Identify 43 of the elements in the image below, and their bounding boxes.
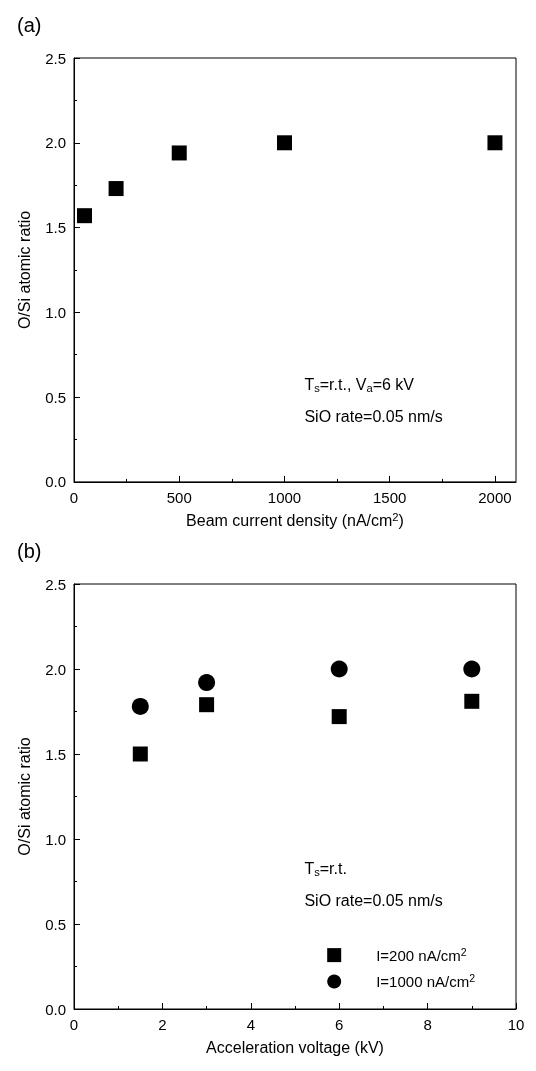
x-tick-label: 2 xyxy=(158,1016,167,1033)
y-tick-label: 2.0 xyxy=(45,134,66,152)
point xyxy=(276,135,292,151)
point xyxy=(77,208,93,224)
y-tick-label: 0.5 xyxy=(45,388,66,406)
y-tick-label: 2.0 xyxy=(45,660,66,678)
y-tick-label: 1.5 xyxy=(45,745,66,763)
y-axis-title: O/Si atomic ratio xyxy=(15,210,33,330)
x-tick-label: 1500 xyxy=(373,488,407,506)
y-tick-label: 2.5 xyxy=(45,49,66,67)
x-axis-title: Acceleration voltage (kV) xyxy=(206,1038,384,1056)
y-tick-label: 0.0 xyxy=(45,1000,66,1018)
point xyxy=(131,697,149,715)
y-tick-label: 0.5 xyxy=(45,915,66,933)
y-tick-label: 0.0 xyxy=(45,473,66,491)
y-tick-label: 1.0 xyxy=(45,830,66,848)
point xyxy=(487,135,503,151)
annotation: SiO rate=0.05 nm/s xyxy=(304,892,443,910)
y-axis-title: O/Si atomic ratio xyxy=(15,737,33,856)
x-tick-label: 500 xyxy=(166,488,192,506)
point xyxy=(171,145,187,161)
point xyxy=(198,674,216,692)
x-tick-label: 8 xyxy=(423,1016,432,1033)
point xyxy=(464,693,480,709)
x-tick-label: 1000 xyxy=(267,488,302,506)
x-tick-label: 4 xyxy=(246,1016,255,1033)
chart-title: (b) xyxy=(17,540,42,562)
x-tick-label: 0 xyxy=(69,1016,79,1033)
point xyxy=(132,746,148,762)
point xyxy=(331,709,347,725)
x-tick-label: 6 xyxy=(335,1016,344,1033)
x-tick-label: 10 xyxy=(507,1016,525,1033)
point xyxy=(330,660,348,678)
annotation: SiO rate=0.05 nm/s xyxy=(304,408,443,426)
y-tick-label: 2.5 xyxy=(45,575,66,593)
chart-title: (a) xyxy=(17,14,42,36)
y-tick-label: 1.0 xyxy=(45,303,66,321)
point xyxy=(463,660,481,678)
x-tick-label: 2000 xyxy=(478,488,512,506)
y-tick-label: 1.5 xyxy=(45,219,66,237)
point xyxy=(108,181,124,197)
x-tick-label: 0 xyxy=(69,488,79,506)
point xyxy=(199,697,215,713)
